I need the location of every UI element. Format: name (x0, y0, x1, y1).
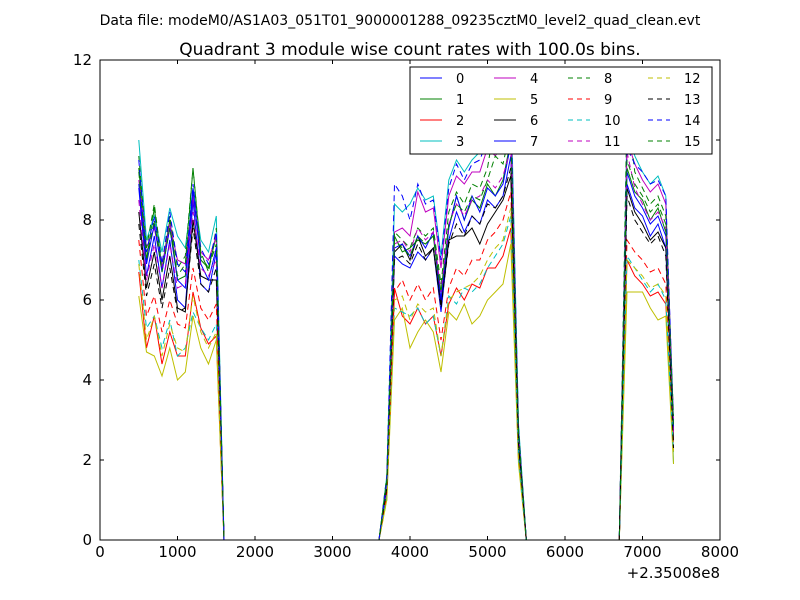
legend-label-13: 13 (684, 93, 701, 108)
y-tick-label: 6 (82, 291, 92, 309)
x-tick-label: 8000 (701, 543, 739, 561)
ticks-layer: 0 1000 2000 3000 4000 5000 6000 7000 80000246810… (73, 51, 739, 561)
legend-label-10: 10 (604, 114, 621, 129)
x-tick-label: 1000 (158, 543, 196, 561)
legend-label-7: 7 (530, 135, 538, 150)
legend-label-8: 8 (604, 72, 612, 87)
y-tick-label: 0 (82, 531, 92, 549)
legend-label-11: 11 (604, 135, 621, 150)
legend-label-2: 2 (456, 114, 464, 129)
legend-label-9: 9 (604, 93, 612, 108)
legend-box (409, 66, 713, 155)
chart-title: Quadrant 3 module wise count rates with … (179, 40, 640, 60)
x-tick-label: 3000 (313, 543, 351, 561)
legend-label-4: 4 (530, 72, 538, 87)
y-tick-label: 2 (82, 451, 92, 469)
x-tick-label: 0 (95, 543, 105, 561)
x-tick-label: 4000 (391, 543, 429, 561)
y-tick-label: 10 (73, 131, 92, 149)
y-tick-label: 8 (82, 211, 92, 229)
legend-label-12: 12 (684, 72, 701, 87)
x-tick-label: 7000 (623, 543, 661, 561)
legend-label-0: 0 (456, 72, 464, 87)
x-tick-label: 2000 (236, 543, 274, 561)
legend-label-3: 3 (456, 135, 464, 150)
x-tick-label: 6000 (546, 543, 584, 561)
x-offset-label: +2.35008e8 (627, 564, 720, 582)
legend-label-5: 5 (530, 93, 538, 108)
y-tick-label: 4 (82, 371, 92, 389)
data-file-caption: Data file: modeM0/AS1A03_051T01_90000012… (100, 13, 701, 29)
legend-label-14: 14 (684, 114, 701, 129)
legend-label-15: 15 (684, 135, 701, 150)
x-tick-label: 5000 (468, 543, 506, 561)
y-tick-label: 12 (73, 51, 92, 69)
legend-label-6: 6 (530, 114, 538, 129)
legend-label-1: 1 (456, 93, 464, 108)
